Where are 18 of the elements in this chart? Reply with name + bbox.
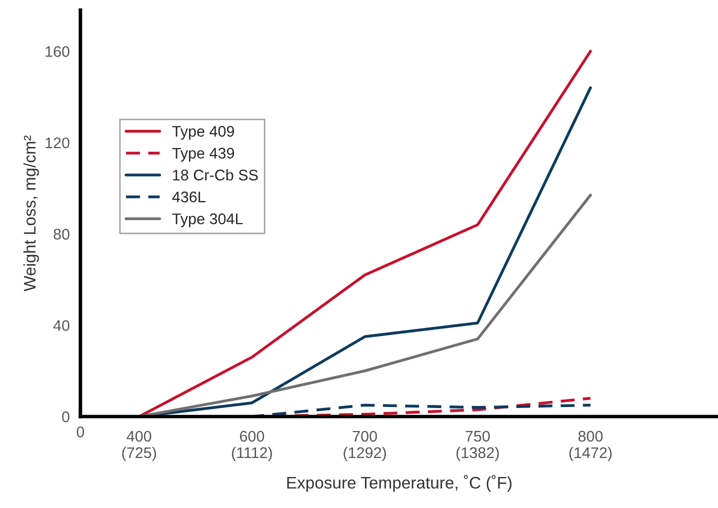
x-tick-label: 750 (1382): [456, 430, 499, 462]
y-tick-label: 40: [53, 320, 70, 331]
legend-label: 18 Cr-Cb SS: [173, 169, 258, 180]
legend-label: Type 439: [172, 148, 234, 162]
y-tick-label: 0: [62, 411, 70, 422]
x-tick-label: 800 (1472): [569, 430, 612, 462]
legend-label: Type 304L: [172, 213, 243, 228]
y-tick-label: 80: [54, 228, 70, 240]
y-axis-title: Weight Loss, mg/cm²: [23, 136, 39, 292]
x-axis-title: Exposure Temperature, ˚C (˚F): [287, 475, 512, 492]
legend-label: Type 409: [172, 126, 234, 140]
legend-label: 436L: [172, 192, 206, 202]
x-tick-label: 600 (1112): [232, 430, 272, 462]
x-tick-label: 700 (1292): [344, 430, 386, 462]
y-tick-label: 120: [46, 137, 70, 148]
text: 0: [76, 426, 84, 438]
x-tick-label: 400 (725): [122, 430, 156, 462]
y-tick-label: 160: [46, 46, 70, 57]
